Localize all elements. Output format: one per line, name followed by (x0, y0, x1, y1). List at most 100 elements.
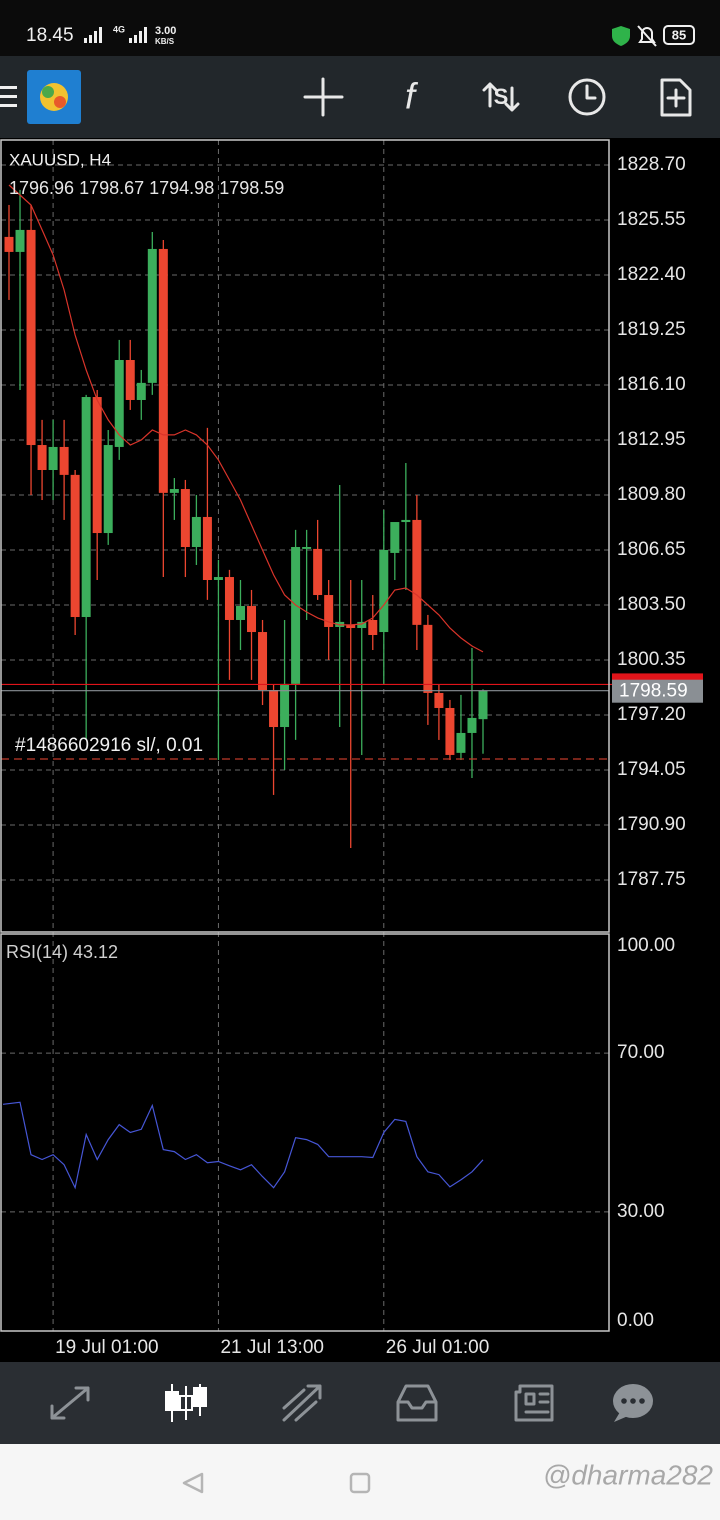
candle-body (379, 549, 389, 633)
rsi-title: RSI(14) 43.12 (6, 942, 118, 962)
system-nav (0, 1444, 720, 1520)
x-tick-label: 21 Jul 13:00 (220, 1337, 324, 1358)
candle-body (258, 632, 268, 690)
battery-level: 85 (672, 27, 686, 42)
template-button[interactable] (660, 78, 692, 117)
net-speed: 3.00 (155, 25, 176, 37)
candle-body (478, 690, 488, 720)
candle-body (59, 446, 69, 475)
candle-body (368, 619, 378, 635)
x-tick-label: 26 Jul 01:00 (386, 1337, 490, 1358)
y-tick-label: 1822.40 (617, 264, 686, 285)
app-logo[interactable] (27, 70, 81, 124)
y-tick-label: 1803.50 (617, 594, 686, 615)
candle-body (445, 707, 455, 755)
candle-body (136, 382, 146, 400)
candle-body (202, 516, 212, 580)
candle-body (125, 360, 135, 400)
y-tick-label: 1816.10 (617, 374, 686, 395)
candle-body (180, 489, 190, 547)
candle-body (313, 548, 323, 596)
timeframe-button[interactable] (568, 78, 606, 116)
trade-tab[interactable] (282, 1384, 322, 1422)
news-tab[interactable] (514, 1384, 554, 1422)
y-tick-label: 100.00 (617, 935, 675, 956)
home-button[interactable] (349, 1472, 371, 1494)
y-tick-label: 1800.35 (617, 649, 686, 670)
candle-body (434, 692, 444, 708)
y-tick-label: 1797.20 (617, 704, 686, 725)
candle-body (114, 360, 124, 447)
status-bar (0, 0, 720, 56)
candle-body (103, 445, 113, 534)
candle-body (213, 577, 223, 580)
candle-body (346, 624, 356, 629)
y-tick-label: 1819.25 (617, 319, 686, 340)
candle-body (324, 595, 334, 627)
watermark: @dharma282 (543, 1459, 714, 1490)
main-panel-border (0, 139, 610, 933)
chart-tab[interactable] (165, 1384, 207, 1422)
moving-average (8, 184, 484, 653)
bottom-nav (0, 1362, 720, 1444)
y-tick-label: 1794.05 (617, 759, 686, 780)
svg-text:S: S (494, 84, 509, 109)
candle-body (247, 606, 257, 633)
net-speed-unit: KB/S (155, 37, 175, 46)
back-button[interactable] (182, 1472, 204, 1494)
y-tick-label: 1787.75 (617, 869, 686, 890)
symbol-title: XAUUSD, H4 (9, 150, 111, 169)
history-tab[interactable] (396, 1384, 438, 1422)
candle-body (70, 474, 80, 618)
sl-label: #1486602916 sl/, 0.01 (15, 735, 203, 756)
candle-body (169, 489, 179, 493)
candle-body (37, 445, 47, 470)
y-tick-label: 70.00 (617, 1042, 665, 1063)
candle-body (390, 522, 400, 553)
candle-body (4, 236, 14, 252)
bid-label: 1798.59 (619, 681, 688, 702)
bid-box (612, 679, 703, 703)
candle-body (291, 547, 301, 684)
toolbar (0, 56, 720, 138)
signal-icon (84, 27, 147, 43)
candle-body (401, 519, 411, 523)
rsi-line (2, 1101, 484, 1190)
crosshair-button[interactable] (303, 77, 344, 117)
shield-icon (612, 26, 630, 46)
candle-body (48, 446, 58, 470)
candle-body (147, 248, 157, 383)
ohlc-line: 1796.96 1798.67 1794.98 1798.59 (9, 178, 284, 198)
y-tick-label: 1806.65 (617, 539, 686, 560)
y-tick-label: 1790.90 (617, 814, 686, 835)
chart-layer: 19 Jul 01:00 21 Jul 13:00 26 Jul 01:00 1828… (1, 140, 703, 1358)
candle-body (467, 717, 477, 733)
battery-icon (663, 25, 695, 45)
y-tick-label: 1825.55 (617, 209, 686, 230)
candle-body (235, 606, 245, 620)
network-type: 4G (113, 24, 125, 34)
y-tick-label: 0.00 (617, 1310, 654, 1331)
candle-body (26, 229, 36, 446)
x-tick-label: 19 Jul 01:00 (55, 1337, 159, 1358)
candle-body (412, 519, 422, 625)
candle-body (158, 248, 168, 493)
y-tick-label: 1809.80 (617, 484, 686, 505)
clock: 18.45 (26, 25, 74, 46)
candle-body (423, 624, 433, 693)
candle-body (15, 229, 25, 252)
candle-body (280, 683, 290, 728)
y-tick-label: 30.00 (617, 1201, 665, 1222)
candle-body (357, 621, 367, 629)
candle-body (224, 577, 234, 620)
chat-tab[interactable] (613, 1384, 653, 1422)
menu-button[interactable] (0, 86, 17, 107)
mute-icon (637, 25, 657, 47)
candle-body (81, 397, 91, 618)
trade-button[interactable]: S (482, 82, 520, 112)
quotes-tab[interactable] (50, 1386, 90, 1420)
candle-body (456, 732, 466, 753)
y-tick-label: 1828.70 (617, 154, 686, 175)
